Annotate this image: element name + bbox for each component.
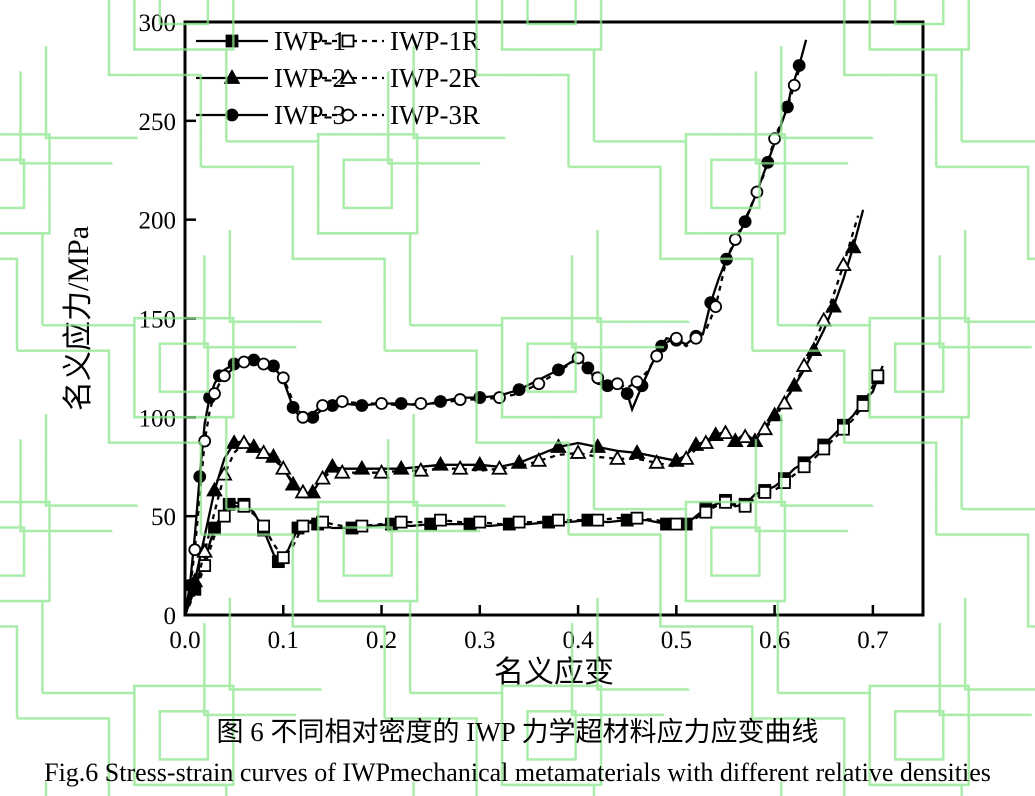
y-tick-label: 100 <box>139 405 177 432</box>
y-tick-label: 200 <box>139 208 177 235</box>
x-tick-label: 0.4 <box>562 627 594 654</box>
y-tick-label: 50 <box>151 504 176 531</box>
x-tick-label: 0.3 <box>464 627 495 654</box>
x-tick-label: 0.1 <box>268 627 299 654</box>
series-IWP-3R <box>183 69 801 616</box>
y-axis-title: 名义应力/MPa <box>62 226 95 411</box>
y-tick-label: 300 <box>139 10 177 37</box>
x-tick-label: 0.7 <box>857 627 888 654</box>
x-tick-label: 0.2 <box>366 627 397 654</box>
y-tick-label: 150 <box>139 307 177 334</box>
y-tick-label: 0 <box>164 603 177 630</box>
x-tick-label: 0.0 <box>169 627 200 654</box>
y-tick-label: 250 <box>139 109 177 136</box>
caption-english: Fig.6 Stress-strain curves of IWPmechani… <box>44 758 991 787</box>
x-tick-label: 0.5 <box>661 627 692 654</box>
legend-label: IWP-3R <box>390 100 480 130</box>
legend-label: IWP-2R <box>390 63 480 93</box>
legend-label: IWP-1R <box>390 26 480 56</box>
x-tick-label: 0.6 <box>759 627 790 654</box>
series-line <box>183 69 801 616</box>
x-axis-title: 名义应变 <box>494 656 614 689</box>
stress-strain-chart: 0.0 0.1 0.2 0.3 0.4 0.5 0.6 0.7 0 50 100 150 200 250 3… <box>62 10 925 689</box>
caption-chinese: 图 6 不同相对密度的 IWP 力学超材料应力应变曲线 <box>216 717 819 747</box>
